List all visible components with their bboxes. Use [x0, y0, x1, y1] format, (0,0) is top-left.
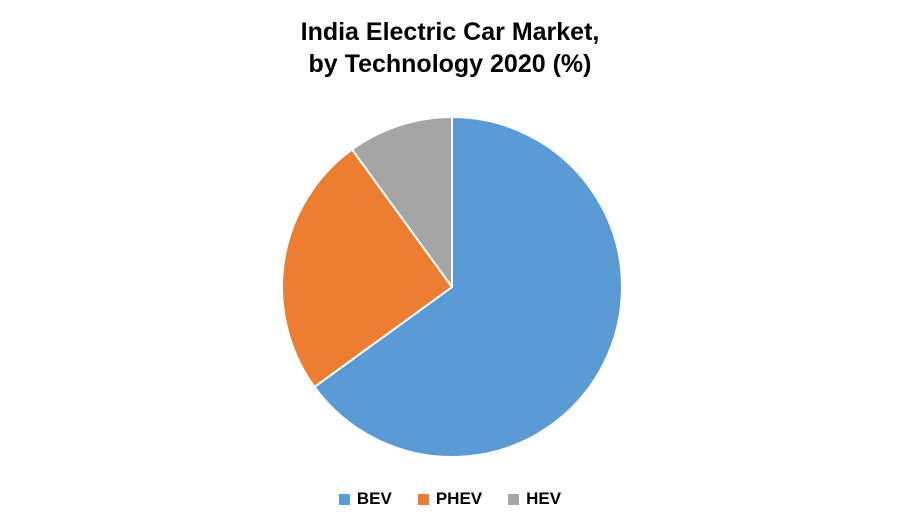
legend-swatch-bev — [338, 493, 350, 505]
pie-slice-hev — [351, 116, 453, 288]
legend-label-hev: HEV — [526, 489, 562, 508]
legend: BEV PHEV HEV — [0, 489, 900, 509]
pie-slice-phev — [281, 148, 453, 388]
legend-item-hev: HEV — [508, 489, 561, 509]
legend-swatch-phev — [417, 493, 429, 505]
chart-title: India Electric Car Market, by Technology… — [0, 16, 900, 80]
chart-title-line2: by Technology 2020 (%) — [308, 50, 592, 78]
legend-swatch-hev — [508, 493, 520, 505]
chart-title-line1: India Electric Car Market, — [300, 18, 600, 46]
legend-item-phev: PHEV — [417, 489, 483, 509]
legend-label-phev: PHEV — [435, 489, 483, 508]
legend-label-bev: BEV — [356, 489, 392, 508]
legend-item-bev: BEV — [338, 489, 392, 509]
pie-slice-bev — [313, 116, 623, 458]
